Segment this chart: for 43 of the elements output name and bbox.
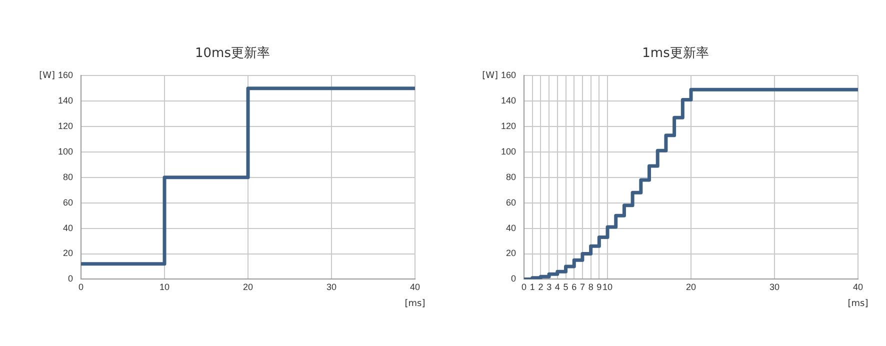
y-tick-label: 20: [63, 248, 74, 258]
x-tick-label: 0: [78, 282, 84, 292]
y-tick-label: 0: [511, 274, 516, 284]
x-tick-label: 30: [769, 282, 780, 292]
y-tick-label: 120: [500, 120, 516, 131]
y-tick-label: 80: [63, 172, 74, 182]
y-axis-title: [W]: [39, 70, 56, 81]
x-tick-label: 9: [596, 282, 602, 292]
y-tick-label: 120: [58, 120, 74, 131]
x-tick-label: 7: [580, 282, 585, 292]
y-tick-label: 140: [58, 96, 74, 106]
y-tick-label: 60: [63, 197, 74, 208]
x-tick-label: 1: [530, 282, 535, 292]
x-tick-label: 10: [602, 282, 613, 292]
y-tick-label: 100: [58, 146, 74, 156]
x-tick-label: 8: [588, 282, 594, 292]
chart-title: 1ms更新率: [642, 45, 709, 62]
y-axis-title: [W]: [482, 70, 498, 81]
chart-title: 10ms更新率: [195, 45, 270, 62]
x-tick-label: 4: [554, 282, 560, 292]
x-tick-label: 10: [160, 282, 170, 292]
x-tick-label: 5: [563, 282, 568, 292]
x-tick-label: 6: [572, 282, 577, 292]
x-tick-label: 3: [546, 282, 552, 292]
x-tick-label: 20: [243, 282, 254, 292]
y-tick-label: 60: [506, 197, 516, 208]
y-tick-label: 160: [500, 70, 516, 80]
y-tick-label: 20: [506, 248, 516, 258]
x-tick-label: 30: [326, 282, 337, 292]
y-tick-label: 40: [506, 222, 516, 233]
x-tick-label: 40: [852, 282, 864, 292]
y-tick-label: 100: [500, 146, 516, 156]
y-tick-label: 160: [58, 70, 74, 80]
x-tick-label: 20: [686, 282, 696, 292]
x-axis-title: [ms]: [848, 299, 868, 310]
y-tick-label: 40: [63, 222, 74, 233]
x-tick-label: 40: [410, 282, 420, 292]
y-tick-label: 0: [68, 274, 74, 284]
x-tick-label: 0: [522, 282, 527, 292]
y-tick-label: 80: [506, 172, 516, 182]
x-axis-title: [ms]: [404, 299, 426, 310]
y-tick-label: 140: [500, 96, 516, 106]
x-tick-label: 2: [538, 282, 544, 292]
